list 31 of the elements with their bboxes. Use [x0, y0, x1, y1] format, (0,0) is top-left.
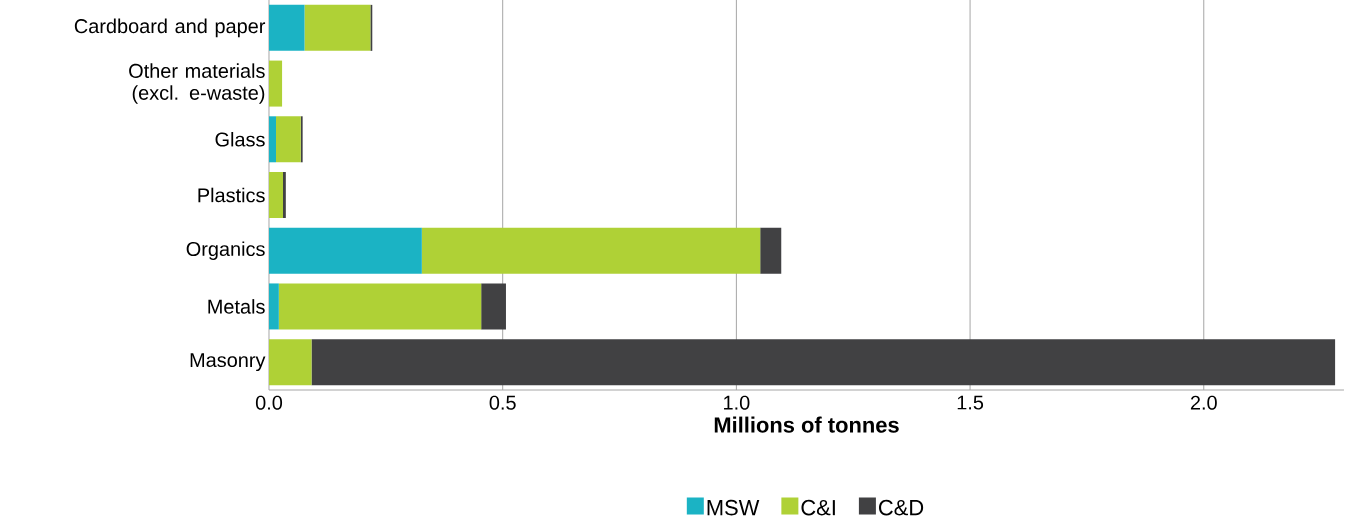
bar — [311, 339, 1336, 386]
bar — [269, 60, 283, 107]
x-axis-title: Millions of tonnes — [714, 416, 899, 433]
bar — [481, 283, 506, 330]
x-tick-label: 0.5 — [489, 395, 516, 410]
y-tick-label: Glass — [215, 131, 265, 147]
y-tick-label: Metals — [208, 299, 265, 314]
y-tick-label: Plastics — [198, 187, 265, 203]
legend-label: MSW — [707, 499, 760, 516]
x-tick-label: 0.0 — [255, 395, 283, 410]
x-tick-label: 2.0 — [1190, 395, 1217, 410]
x-tick-label: 1.5 — [957, 395, 984, 410]
legend-label: C&D — [879, 499, 924, 516]
bar — [269, 172, 284, 219]
bar — [269, 283, 279, 330]
y-tick-label: Masonry — [190, 353, 266, 372]
y-tick-label: Cardboard and paper — [74, 18, 266, 38]
bar — [269, 227, 422, 274]
bar — [760, 227, 782, 274]
bar — [269, 116, 277, 163]
bar — [276, 116, 301, 163]
x-tick-label: 1.0 — [724, 395, 750, 410]
legend-label: C&I — [801, 499, 835, 516]
y-tick-label: Organics — [186, 241, 265, 261]
bar — [269, 4, 305, 51]
bar — [421, 227, 761, 274]
bar — [278, 283, 482, 330]
bar — [269, 339, 312, 386]
bar — [283, 172, 286, 219]
y-tick-label: Other materials (excl. e-waste) — [129, 63, 265, 104]
bar — [304, 4, 371, 51]
